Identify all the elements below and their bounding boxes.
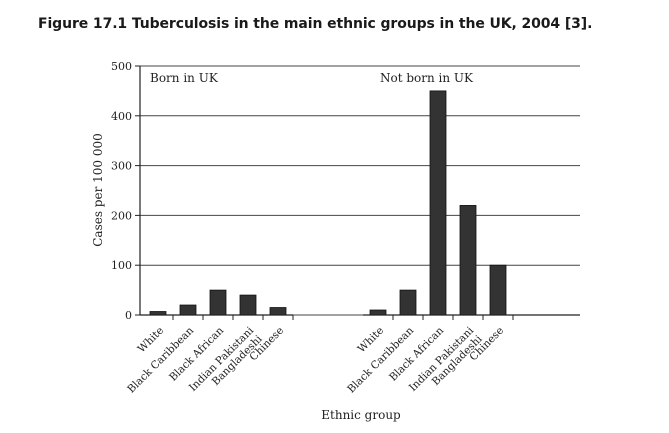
axes [135,65,580,320]
bar [269,307,287,316]
group-label: Born in UK [150,71,219,85]
x-tick-label: Indian PakistaniBangladeshi [187,324,265,402]
x-axis-label: Ethnic group [321,408,401,422]
y-tick-label: 300 [111,160,132,173]
y-axis-label: Cases per 100 000 [91,133,105,247]
gridlines [140,65,580,316]
bar [399,289,417,316]
bar [459,205,477,316]
y-tick-label: 100 [111,259,132,272]
figure-title: Figure 17.1 Tuberculosis in the main eth… [38,16,593,32]
bars [149,90,507,316]
y-tick-label: 200 [111,209,132,222]
group-label: Not born in UK [380,71,474,85]
y-tick-label: 500 [111,60,132,73]
bar [239,294,257,316]
bar [369,309,387,316]
bar [179,304,197,316]
bar [429,90,447,316]
x-tick-label: Indian PakistaniBangladeshi [407,324,485,402]
bar [209,289,227,316]
y-tick-label: 0 [125,309,132,322]
y-tick-label: 400 [111,110,132,123]
bar [489,264,507,316]
